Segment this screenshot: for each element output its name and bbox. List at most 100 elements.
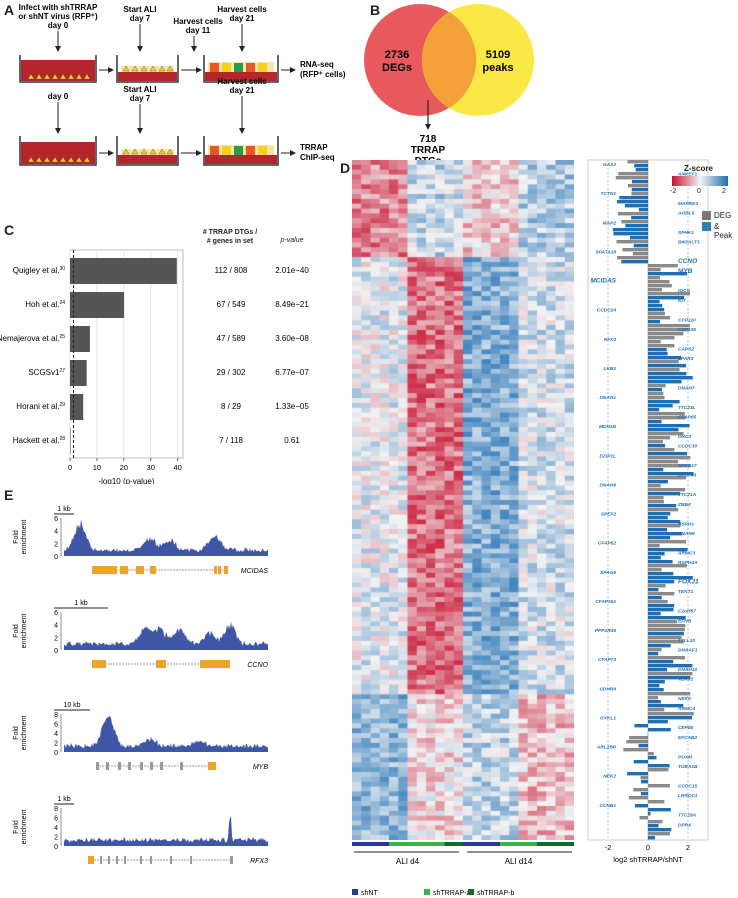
c-ratio-value: 7 / 118 — [219, 436, 243, 445]
d-bar — [648, 616, 686, 620]
c-category-label: SCGSv127 — [28, 368, 65, 377]
e-exon — [150, 762, 153, 770]
d-bar — [640, 776, 648, 780]
e-ytick-label: 6 — [54, 722, 58, 729]
e-ytick-label: 4 — [54, 825, 58, 832]
gene-label: CEP85 — [678, 725, 694, 731]
e-yaxis-label: Foldenrichment — [13, 716, 28, 751]
d-bar — [648, 420, 662, 424]
d-bar — [648, 764, 670, 768]
d-bar — [648, 668, 668, 672]
d-bar — [648, 784, 670, 788]
d-bar — [648, 720, 668, 724]
d-bar — [648, 532, 683, 536]
gene-label: NEK2 — [603, 774, 616, 780]
d-bar — [648, 672, 693, 676]
e-scale-label: 10 kb — [63, 702, 80, 709]
e-exon — [160, 762, 163, 770]
gene-label: MCIDAS — [590, 278, 616, 285]
d-bar — [648, 584, 666, 588]
e-exon — [120, 566, 128, 574]
venn-left-label: DEGs — [382, 62, 412, 74]
e-exon — [116, 856, 118, 864]
d-bar — [631, 216, 648, 220]
e-ytick-label: 2 — [54, 741, 58, 748]
gene-label: CCDC24 — [597, 308, 617, 314]
d-xaxis-label: log2 shTRRAP/shNT — [613, 855, 683, 864]
venn-diagram: 2736 DEGs 5109 peaks 718 TRRAP DTGs — [364, 4, 534, 165]
d-bar — [627, 184, 648, 188]
gene-label: TTC23L — [678, 405, 696, 411]
e-exon — [180, 762, 183, 770]
d-bar — [616, 240, 648, 244]
d-bar — [648, 336, 675, 340]
svg-text:TRRAP: TRRAP — [300, 143, 328, 152]
svg-text:day 11: day 11 — [186, 26, 211, 35]
d-bar — [613, 232, 648, 236]
d-bar — [648, 500, 664, 504]
zscore-tick-zero: 0 — [697, 188, 701, 195]
d-bar — [648, 448, 675, 452]
d-bar — [648, 360, 679, 364]
c-category-label: Quigley et al.30 — [13, 266, 65, 275]
gene-label: MAP2 — [603, 220, 617, 226]
d-bar — [648, 456, 691, 460]
e-scale-label: 1 kb — [57, 506, 70, 513]
d-bar — [648, 516, 668, 520]
d-bar — [648, 588, 659, 592]
zscore-colorbar — [672, 176, 728, 186]
d-bar — [648, 460, 679, 464]
d-bar — [648, 364, 687, 368]
gene-label: CCNB1 — [599, 803, 616, 809]
zscore-title: Z-score — [684, 164, 713, 173]
e-signal-track — [64, 817, 268, 846]
legend-swatch-deg — [702, 211, 711, 220]
d-bar — [648, 608, 674, 612]
e-yaxis-label: Foldenrichment — [13, 614, 28, 649]
gene-label: MAPRE3 — [678, 201, 698, 207]
d-bar — [621, 220, 648, 224]
d-bar — [648, 544, 660, 548]
e-exon — [208, 762, 216, 770]
e-exon — [128, 762, 131, 770]
c-bar — [70, 360, 87, 386]
d-bar — [648, 340, 661, 344]
d-bar — [648, 368, 680, 372]
gene-label: FOXJ1 — [678, 579, 699, 586]
e-ytick-label: 8 — [54, 806, 58, 813]
d-bar — [648, 716, 693, 720]
d-bar — [648, 620, 677, 624]
condition-swatch — [424, 889, 430, 895]
gene-label: EFCAB2 — [678, 735, 698, 741]
d-bar — [648, 412, 685, 416]
e-ytick-label: 2 — [54, 835, 58, 842]
d-bar — [648, 288, 663, 292]
c-pvalue-value: 2.01e−40 — [275, 266, 309, 275]
venn-left-count: 2736 — [385, 49, 409, 61]
d-bar — [648, 560, 673, 564]
c-bar — [70, 394, 84, 420]
d-bar — [641, 780, 648, 784]
d-bar — [648, 552, 665, 556]
d-bar — [648, 812, 651, 816]
d-bar — [648, 572, 674, 576]
d-bar — [648, 524, 681, 528]
d-bar — [648, 540, 686, 544]
d-bar — [648, 636, 682, 640]
c-category-label: Hackett et al.28 — [13, 436, 65, 445]
e-ytick-label: 0 — [54, 844, 58, 851]
d-bar — [648, 280, 670, 284]
gene-label: KIT — [678, 298, 687, 304]
e-yaxis-label: Foldenrichment — [13, 810, 28, 845]
venn-right-count: 5109 — [486, 49, 510, 61]
d-bar — [648, 484, 661, 488]
d-bar — [648, 296, 685, 300]
c-ratio-value: 29 / 302 — [217, 368, 246, 377]
e-gene-label: RFX3 — [250, 858, 268, 865]
svg-text:Harvest cells: Harvest cells — [173, 17, 223, 26]
d-bar — [648, 660, 674, 664]
e-signal-track — [64, 519, 268, 556]
gene-label: ZBBX — [677, 502, 692, 508]
e-signal-track — [64, 715, 268, 752]
a-infect-label-2: or shNT virus (RFP⁺) — [18, 12, 98, 21]
